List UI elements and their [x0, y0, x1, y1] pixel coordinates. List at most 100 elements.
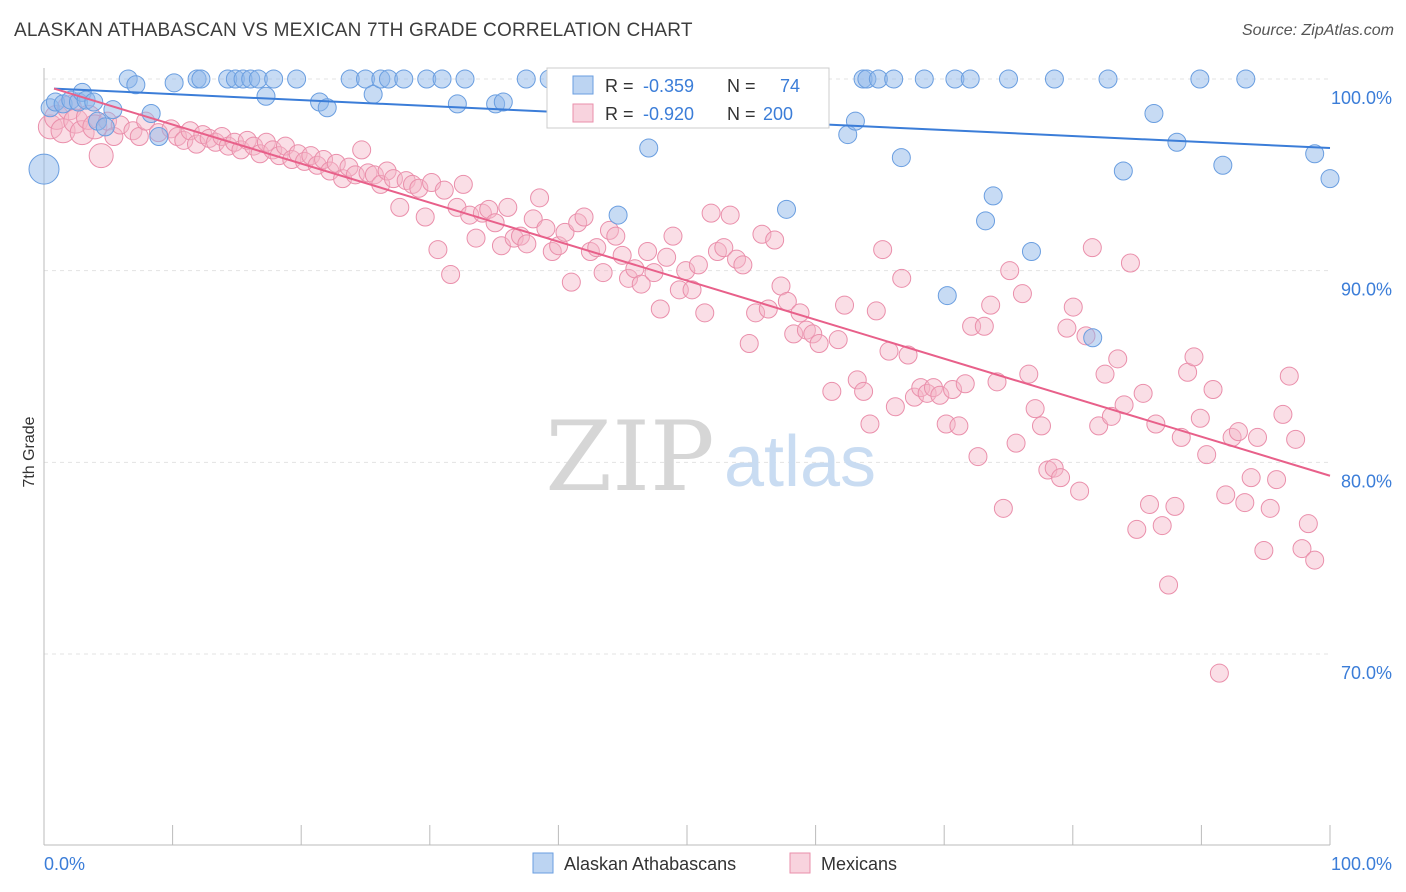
alaskan-athabascans-point	[884, 69, 904, 89]
mexicans-point	[1209, 663, 1229, 683]
mexicans-point	[1305, 550, 1325, 570]
mexicans-point	[892, 268, 912, 288]
mexicans-point	[1216, 485, 1236, 505]
alaskan-athabascans-point	[1098, 69, 1118, 89]
stats-legend-pink-r-label: R =	[605, 104, 634, 124]
alaskan-athabascans-point	[999, 69, 1018, 89]
mexicans-point	[993, 498, 1013, 518]
mexicans-point	[453, 174, 473, 194]
mexicans-point	[866, 301, 886, 321]
alaskan-athabascans-point	[1113, 161, 1133, 181]
mexicans-point	[923, 378, 943, 398]
mexicans-points	[37, 95, 1325, 683]
alaskan-athabascans-point	[287, 69, 307, 89]
mexicans-point	[1146, 414, 1166, 434]
bottom-legend-blue-label: Alaskan Athabascans	[564, 854, 736, 874]
x-tick-label: 0.0%	[44, 854, 85, 874]
mexicans-point	[1006, 433, 1026, 453]
stats-legend-blue-n-label: N =	[727, 76, 756, 96]
alaskan-athabascans-point	[493, 92, 513, 112]
stats-legend-pink-n-value: 200	[763, 104, 793, 124]
mexicans-point	[835, 295, 855, 315]
bottom-legend: Alaskan Athabascans Mexicans	[532, 852, 897, 874]
mexicans-point	[364, 165, 384, 185]
mexicans-point	[1108, 349, 1128, 369]
mexicans-point	[1254, 541, 1274, 560]
axes: 100.0% 90.0% 80.0% 70.0% 0.0% 100.0%	[43, 68, 1392, 874]
alaskan-athabascans-point	[455, 69, 475, 89]
mexicans-point	[314, 150, 334, 169]
mexicans-point	[860, 414, 880, 434]
mexicans-point	[930, 385, 950, 405]
stats-legend-blue-n-value: 74	[780, 76, 800, 96]
mexicans-point	[50, 118, 76, 144]
alaskan-athabascans-point	[394, 69, 414, 89]
mexicans-point	[231, 140, 251, 160]
mexicans-point	[784, 324, 804, 344]
mexicans-point	[1267, 470, 1287, 490]
mexicans-point	[898, 345, 918, 365]
alaskan-athabascans-point	[28, 153, 60, 185]
mexicans-point	[339, 157, 359, 177]
alaskan-athabascans-point	[264, 69, 284, 89]
mexicans-point	[1228, 422, 1248, 442]
mexicans-point	[1044, 458, 1064, 478]
mexicans-point	[1184, 347, 1204, 367]
mexicans-point	[663, 226, 683, 246]
mexicans-point	[1197, 445, 1217, 465]
mexicans-point	[981, 295, 1001, 315]
mexicans-point	[530, 188, 550, 208]
mexicans-point	[1127, 519, 1147, 539]
stats-legend-blue-r-label: R =	[605, 76, 634, 96]
alaskan-athabascans-point	[914, 69, 934, 89]
alaskan-athabascans-point	[1236, 69, 1256, 89]
mexicans-point	[1000, 261, 1020, 281]
bottom-legend-pink-swatch	[789, 852, 811, 874]
mexicans-point	[523, 209, 543, 229]
alaskan-athabascans-point	[1190, 69, 1210, 89]
mexicans-point	[1082, 238, 1102, 258]
alaskan-athabascans-point	[960, 69, 980, 89]
mexicans-point	[1248, 427, 1268, 447]
gridlines	[44, 78, 1330, 655]
stats-legend-box	[546, 67, 830, 129]
mexicans-point	[720, 205, 740, 225]
mexicans-point	[358, 163, 378, 183]
mexicans-point	[968, 447, 988, 467]
mexicans-point	[1203, 380, 1223, 399]
stats-legend-pink-n-label: N =	[727, 104, 756, 124]
mexicans-point	[1070, 481, 1090, 501]
alaskan-athabascans-point	[516, 69, 536, 89]
source-label: Source: ZipAtlas.com	[1241, 22, 1394, 39]
mexicans-point	[1286, 429, 1306, 449]
mexicans-point	[828, 330, 848, 350]
alaskan-athabascans-point	[1044, 69, 1064, 89]
mexicans-point	[809, 334, 829, 353]
mexicans-point	[1120, 253, 1140, 273]
mexicans-point	[69, 120, 95, 146]
alaskan-athabascans-point	[639, 138, 659, 158]
y-tick-label: 100.0%	[1331, 88, 1392, 108]
mexicans-point	[561, 272, 581, 292]
stats-legend-blue-swatch	[572, 75, 594, 95]
mexicans-point	[606, 226, 626, 246]
mexicans-point	[269, 146, 289, 166]
mexicans-point	[943, 380, 963, 399]
mexicans-point	[428, 240, 448, 260]
stats-legend-pink-r-value: -0.920	[643, 104, 694, 124]
mexicans-point	[746, 303, 766, 323]
alaskan-athabascans-point	[937, 286, 957, 306]
mexicans-point	[1273, 404, 1293, 424]
mexicans-point	[1095, 364, 1115, 384]
alaskan-athabascans-point	[164, 73, 184, 93]
mexicans-point	[301, 146, 321, 166]
mexicans-point	[949, 416, 969, 436]
mexicans-point	[854, 381, 874, 401]
alaskan-athabascans-point	[891, 148, 911, 168]
mexicans-point	[1063, 297, 1083, 317]
mexicans-point	[657, 247, 677, 267]
mexicans-point	[1025, 399, 1045, 419]
mexicans-point	[174, 130, 194, 150]
alaskan-athabascans-point	[256, 86, 276, 106]
alaskan-athabascans-point	[1305, 144, 1325, 164]
